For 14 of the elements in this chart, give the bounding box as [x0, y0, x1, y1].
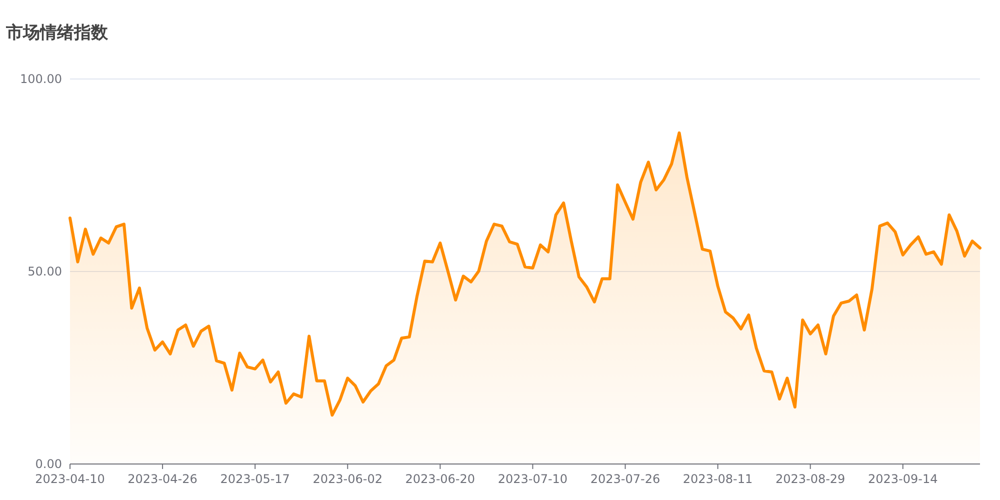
x-tick-label: 2023-04-26 [128, 472, 198, 486]
x-tick-label: 2023-08-29 [775, 472, 846, 486]
x-tick-label: 2023-07-10 [498, 472, 568, 486]
x-tick-label: 2023-04-10 [35, 472, 105, 486]
y-tick-label: 100.00 [20, 72, 62, 86]
x-tick-label: 2023-06-02 [312, 472, 382, 486]
x-tick-label: 2023-08-11 [682, 472, 753, 486]
x-tick-label: 2023-07-26 [590, 472, 660, 486]
x-tick-label: 2023-05-17 [220, 472, 290, 486]
y-tick-label: 0.00 [35, 457, 62, 471]
x-tick-label: 2023-06-20 [405, 472, 476, 486]
chart-title: 市场情绪指数 [5, 23, 109, 43]
y-tick-label: 50.00 [28, 264, 62, 278]
x-tick-label: 2023-09-14 [868, 472, 938, 486]
